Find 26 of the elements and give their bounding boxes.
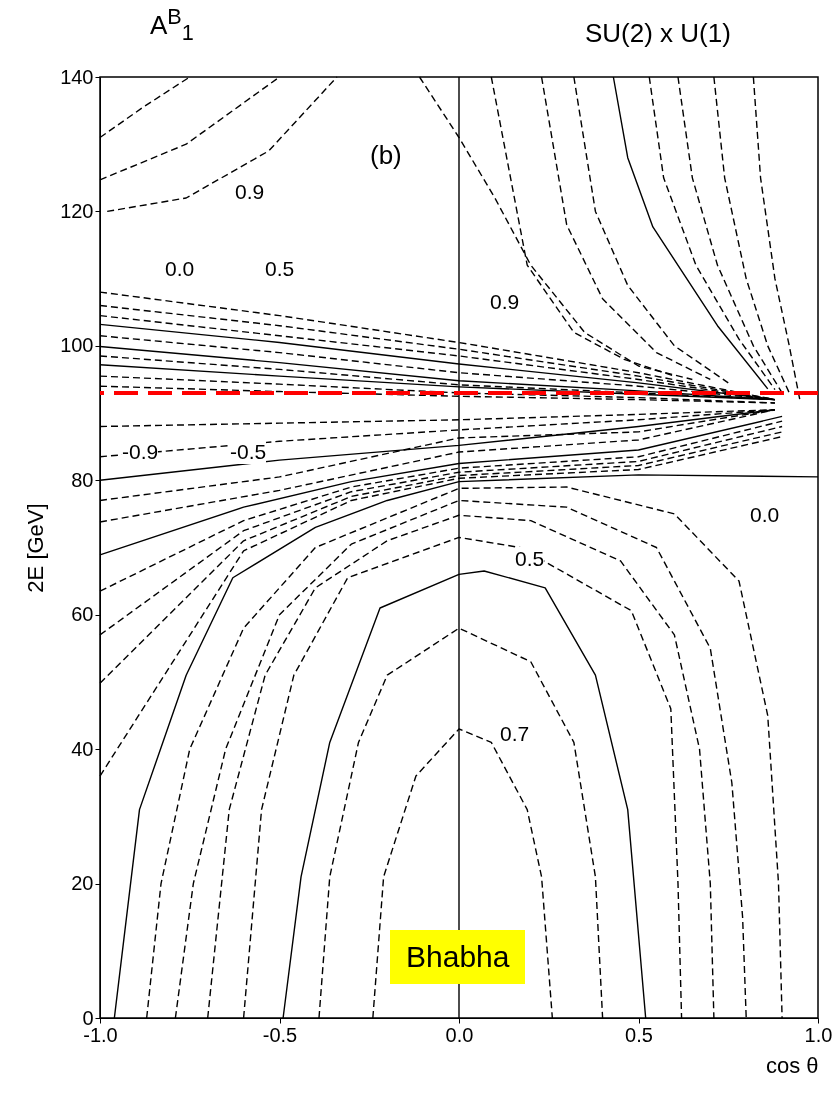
annotation: 0.5 — [265, 257, 295, 281]
x-tick-label: 0.0 — [445, 1023, 474, 1046]
annotation: 0.7 — [500, 722, 530, 746]
y-tick-label: 140 — [60, 65, 94, 88]
y-tick-label: 60 — [71, 603, 94, 626]
x-tick-label: 0.5 — [625, 1023, 653, 1046]
annotation: -0.9 — [122, 440, 159, 464]
annotation: 0.9 — [490, 290, 520, 314]
y-tick-label: 80 — [71, 468, 94, 491]
y-tick-label: 40 — [71, 737, 94, 760]
y-axis-title: 2E [GeV] — [23, 503, 49, 593]
y-tick-label: 120 — [60, 199, 94, 222]
x-axis-title: cos θ — [765, 1052, 819, 1078]
annotation: 0.0 — [750, 503, 780, 527]
annotation: (b) — [370, 140, 402, 171]
annotation: 0.0 — [165, 257, 195, 281]
x-tick-label: 1.0 — [804, 1023, 833, 1046]
annotation: Bhabha — [390, 930, 526, 984]
y-tick-label: 20 — [71, 872, 94, 895]
annotation: 0.5 — [515, 547, 545, 571]
y-tick-label: 0 — [82, 1006, 94, 1029]
chart-subtitle: SU(2) x U(1) — [585, 18, 731, 49]
y-tick-label: 100 — [60, 334, 94, 357]
x-tick-label: -0.5 — [262, 1023, 298, 1046]
annotation: 0.9 — [235, 180, 265, 204]
annotation: -0.5 — [230, 440, 267, 464]
